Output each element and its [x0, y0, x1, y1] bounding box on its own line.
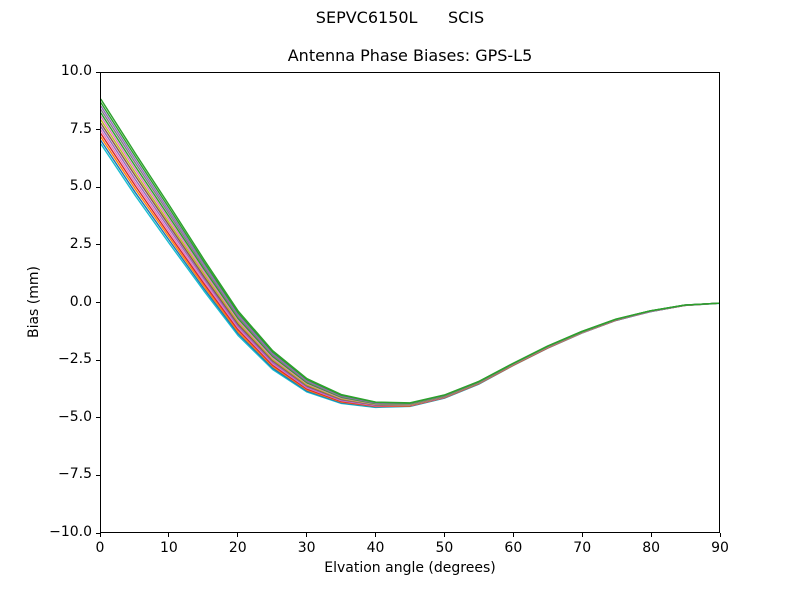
y-tick-label: 5.0	[69, 178, 92, 195]
y-tick-label: 2.5	[69, 235, 92, 252]
y-tick-mark	[96, 129, 100, 131]
y-tick-mark	[96, 417, 100, 419]
bias-curves	[101, 98, 719, 409]
x-tick-label: 90	[711, 540, 729, 556]
x-tick-mark	[237, 533, 239, 537]
bias-curve-2	[101, 140, 719, 408]
y-tick-mark	[96, 186, 100, 188]
y-tick-label: 0.0	[69, 293, 92, 310]
x-tick-label: 20	[228, 540, 247, 556]
y-tick-label: −2.5	[58, 351, 92, 368]
y-tick-mark	[96, 302, 100, 303]
bias-curve-4	[101, 133, 719, 407]
x-tick-label: 10	[159, 540, 178, 556]
x-tick-label: 30	[297, 540, 316, 556]
y-tick-mark	[96, 532, 100, 534]
x-tick-mark	[581, 533, 583, 537]
x-tick-label: 70	[573, 540, 592, 556]
y-tick-label: −10.0	[49, 524, 92, 540]
y-tick-mark	[96, 71, 100, 73]
x-tick-mark	[512, 533, 514, 537]
y-tick-mark	[96, 244, 100, 246]
x-tick-mark	[719, 533, 721, 537]
x-tick-label: 60	[504, 540, 523, 556]
x-tick-mark	[375, 533, 377, 537]
y-tick-label: 7.5	[69, 120, 92, 137]
bias-curve-3	[101, 136, 719, 408]
x-tick-mark	[306, 533, 308, 537]
y-tick-label: −5.0	[58, 408, 92, 425]
bias-curve-1	[101, 143, 719, 409]
x-tick-label: 50	[435, 540, 454, 556]
x-tick-label: 80	[642, 540, 661, 556]
x-tick-mark	[168, 533, 170, 537]
y-tick-mark	[96, 474, 100, 476]
x-tick-mark	[650, 533, 652, 537]
x-tick-mark	[443, 533, 445, 537]
y-tick-mark	[96, 359, 100, 361]
plot-area	[100, 72, 720, 533]
y-tick-label: 10.0	[60, 63, 92, 79]
x-tick-label: 0	[95, 540, 105, 556]
x-tick-label: 40	[366, 540, 385, 556]
x-axis-label: Elvation angle (degrees)	[324, 560, 496, 576]
bias-curve-14	[101, 98, 719, 404]
x-tick-mark	[99, 533, 101, 537]
figure-suptitle: SEPVC6150L SCIS	[315, 8, 485, 27]
chart-title: Antenna Phase Biases: GPS-L5	[287, 46, 533, 65]
y-tick-label: −7.5	[58, 466, 92, 483]
